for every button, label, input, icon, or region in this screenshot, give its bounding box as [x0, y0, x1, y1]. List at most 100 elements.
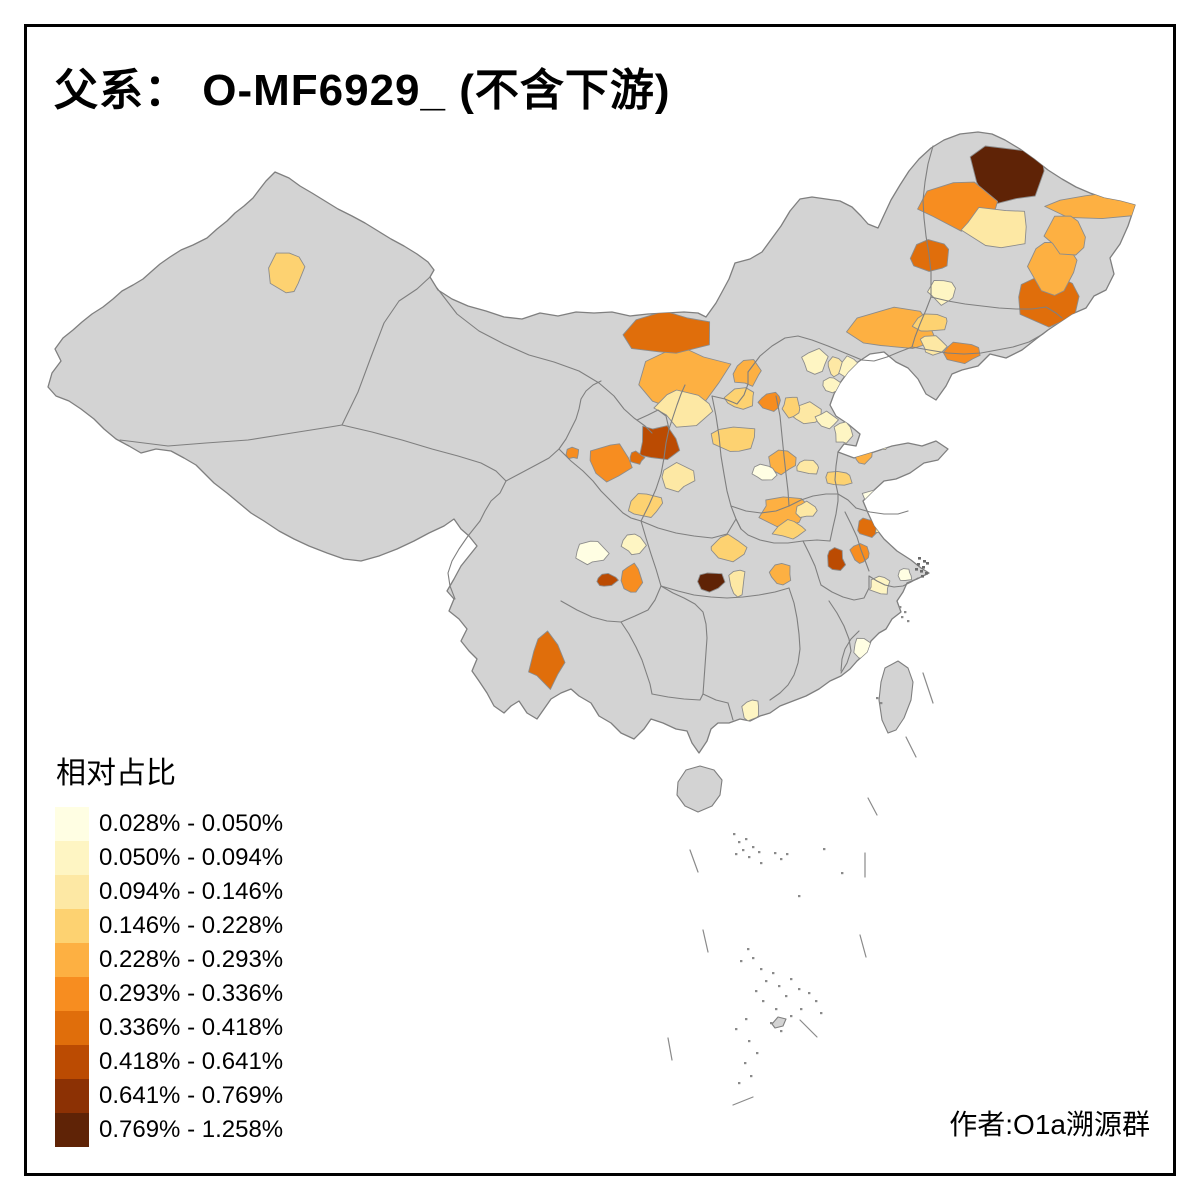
prefecture-region: [781, 396, 801, 419]
island-dot: [740, 960, 743, 963]
prefecture-region: [268, 252, 306, 294]
island-dot: [760, 862, 763, 865]
island-dot: [735, 1028, 738, 1031]
prefecture-region: [627, 493, 664, 518]
prefecture-region: [911, 313, 948, 332]
island-dot: [758, 851, 761, 854]
attribution-text: 作者:O1a溯源群: [949, 1109, 1150, 1140]
legend-swatch: [55, 841, 89, 875]
prefecture-region: [710, 533, 748, 563]
island-dot: [880, 702, 883, 705]
legend-label: 0.293% - 0.336%: [99, 980, 284, 1007]
prefecture-region: [827, 547, 847, 571]
island-dot: [748, 856, 751, 859]
prefecture-region: [825, 470, 853, 486]
legend: 相对占比 0.028% - 0.050% 0.050% - 0.094% 0.094…: [55, 748, 283, 1147]
sea-boundary-dash: [905, 736, 917, 758]
legend-item: 0.028% - 0.050%: [55, 807, 283, 841]
legend-item: 0.769% - 1.258%: [55, 1113, 283, 1147]
sea-boundary-dash: [732, 1096, 754, 1106]
shanghai-dot: [925, 572, 928, 575]
prefecture-region: [879, 424, 896, 439]
island-dot: [823, 848, 826, 851]
island-dot: [780, 1030, 783, 1033]
prefecture-region: [903, 523, 921, 541]
island-dot: [808, 992, 811, 995]
island-dot: [798, 895, 801, 898]
prefecture-region: [575, 540, 610, 566]
shanghai-dot: [923, 560, 926, 563]
legend-label: 0.769% - 1.258%: [99, 1116, 284, 1143]
sea-boundary-dash: [702, 929, 709, 953]
island-dot: [800, 1008, 803, 1011]
prefecture-region: [728, 569, 746, 598]
shanghai-dot: [920, 570, 923, 573]
legend-items: 0.028% - 0.050% 0.050% - 0.094% 0.094% - 0…: [55, 807, 283, 1147]
island-dot: [899, 606, 902, 609]
island-dot: [752, 846, 755, 849]
small-island: [771, 1016, 787, 1029]
shanghai-dot: [926, 562, 929, 565]
legend-swatch: [55, 977, 89, 1011]
island-dot: [762, 1000, 765, 1003]
island-dot: [775, 1008, 778, 1011]
shanghai-dot: [917, 563, 920, 566]
legend-swatch: [55, 943, 89, 977]
legend-label: 0.228% - 0.293%: [99, 946, 284, 973]
prefecture-region: [897, 568, 913, 581]
prefecture-region: [795, 500, 818, 518]
prefecture-region: [620, 562, 644, 593]
island-dot: [815, 1000, 818, 1003]
legend-title: 相对占比: [56, 757, 176, 790]
prefecture-region: [919, 335, 948, 356]
legend-item: 0.336% - 0.418%: [55, 1011, 283, 1045]
hainan-island: [676, 765, 723, 813]
island-dot: [765, 980, 768, 983]
island-dot: [774, 852, 777, 855]
sea-boundary-dash: [922, 672, 934, 704]
prefecture-region: [833, 421, 854, 444]
sea-boundary-dash: [859, 934, 867, 958]
island-dot: [904, 611, 907, 614]
island-dot: [755, 990, 758, 993]
legend-item: 0.641% - 0.769%: [55, 1079, 283, 1113]
shanghai-dot: [918, 557, 921, 560]
sea-boundary-dash: [667, 1037, 673, 1061]
prefecture-region: [827, 356, 843, 378]
legend-label: 0.641% - 0.769%: [99, 1082, 284, 1109]
prefecture-region: [565, 446, 580, 460]
prefecture-region: [861, 488, 900, 513]
legend-label: 0.336% - 0.418%: [99, 1014, 284, 1041]
legend-item: 0.146% - 0.228%: [55, 909, 283, 943]
prefecture-region: [653, 389, 714, 428]
prefecture-region: [697, 572, 726, 593]
prefecture-region: [620, 533, 647, 556]
legend-label: 0.418% - 0.641%: [99, 1048, 284, 1075]
legend-swatch: [55, 1079, 89, 1113]
prefecture-region: [732, 359, 762, 387]
legend-swatch: [55, 1011, 89, 1045]
prefecture-region: [528, 630, 566, 690]
island-dot: [770, 1022, 773, 1025]
island-dot: [907, 620, 910, 623]
prefecture-region: [661, 462, 696, 493]
island-dot: [748, 1040, 751, 1043]
prefecture-region: [757, 391, 781, 412]
prefecture-region: [801, 347, 829, 375]
island-dot: [841, 872, 844, 875]
island-dot: [760, 968, 763, 971]
prefecture-region: [960, 206, 1027, 249]
prefecture-region: [796, 459, 819, 475]
island-dot: [798, 988, 801, 991]
legend-swatch: [55, 909, 89, 943]
island-dot: [786, 853, 789, 856]
island-dot: [738, 1082, 741, 1085]
shanghai-dot: [915, 568, 918, 571]
island-dot: [738, 841, 741, 844]
prefecture-region: [596, 572, 619, 587]
island-dot: [733, 833, 736, 836]
prefecture-region: [869, 575, 891, 595]
prefecture-region: [639, 425, 681, 461]
map-title: 父系： O-MF6929_ (不含下游): [54, 66, 671, 115]
